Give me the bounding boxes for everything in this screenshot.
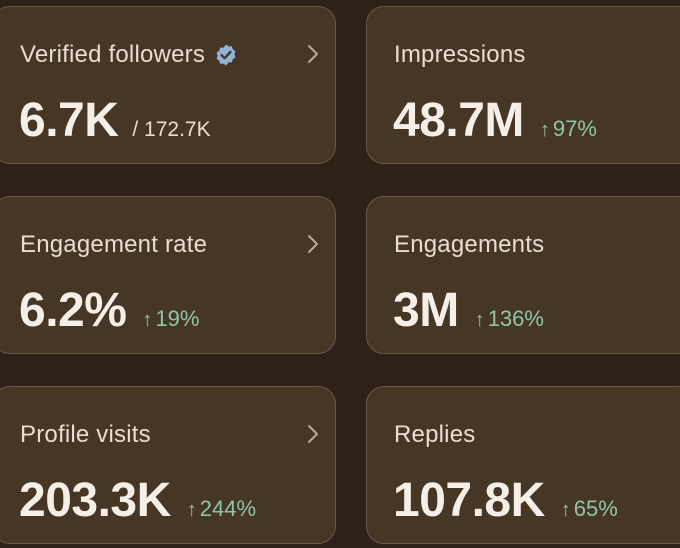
metric-total: / 172.7K: [132, 118, 211, 141]
metric-change: ↑ 97%: [540, 116, 597, 142]
arrow-up-icon: ↑: [142, 309, 153, 331]
arrow-up-icon: ↑: [560, 499, 571, 521]
card-impressions[interactable]: Impressions 48.7M ↑ 97%: [366, 6, 680, 164]
metric-value: 203.3K: [19, 474, 171, 527]
metric-change-value: 19%: [155, 306, 200, 331]
card-replies[interactable]: Replies 107.8K ↑ 65%: [366, 386, 680, 544]
card-verified-followers[interactable]: Verified followers 6.7K / 172.7K: [0, 6, 336, 164]
chevron-right-icon[interactable]: [305, 233, 321, 255]
metric-row: 203.3K ↑ 244%: [19, 473, 256, 528]
metric-row: 48.7M ↑ 97%: [393, 93, 597, 148]
metric-value: 6.2%: [19, 284, 127, 337]
card-title-label: Engagements: [394, 231, 545, 258]
card-title: Impressions: [394, 41, 526, 69]
arrow-up-icon: ↑: [186, 499, 197, 521]
metric-change-value: 244%: [199, 496, 257, 521]
metric-row: 6.7K / 172.7K: [19, 93, 211, 148]
card-title-label: Replies: [394, 421, 476, 448]
card-title-label: Profile visits: [20, 421, 151, 448]
card-title: Replies: [394, 421, 475, 449]
metric-change: ↑ 244%: [187, 496, 256, 522]
card-engagements[interactable]: Engagements 3M ↑ 136%: [366, 196, 680, 354]
card-title: Engagement rate: [20, 231, 207, 259]
metric-change: ↑ 65%: [561, 496, 618, 522]
card-title-label: Impressions: [394, 41, 526, 68]
metric-row: 3M ↑ 136%: [393, 283, 544, 338]
arrow-up-icon: ↑: [539, 119, 550, 141]
metric-value: 48.7M: [393, 94, 524, 147]
card-engagement-rate[interactable]: Engagement rate 6.2% ↑ 19%: [0, 196, 336, 354]
metric-change-value: 65%: [573, 496, 618, 521]
arrow-up-icon: ↑: [474, 309, 485, 331]
metric-change: ↑ 19%: [142, 306, 199, 332]
card-title-label: Engagement rate: [20, 231, 208, 258]
verified-badge-icon: [216, 44, 236, 66]
metric-change-value: 97%: [552, 116, 597, 141]
card-title-label: Verified followers: [20, 41, 206, 68]
metric-change: ↑ 136%: [475, 306, 544, 332]
metric-value: 3M: [393, 284, 459, 337]
chevron-right-icon[interactable]: [305, 43, 321, 65]
card-title: Profile visits: [20, 421, 151, 449]
card-title: Engagements: [394, 231, 544, 259]
metric-value: 6.7K: [19, 94, 119, 147]
chevron-right-icon[interactable]: [305, 423, 321, 445]
metric-row: 107.8K ↑ 65%: [393, 473, 618, 528]
card-title: Verified followers: [20, 41, 238, 69]
metric-change-value: 136%: [487, 306, 544, 331]
metric-value: 107.8K: [393, 474, 545, 527]
metric-row: 6.2% ↑ 19%: [19, 283, 199, 338]
card-profile-visits[interactable]: Profile visits 203.3K ↑ 244%: [0, 386, 336, 544]
